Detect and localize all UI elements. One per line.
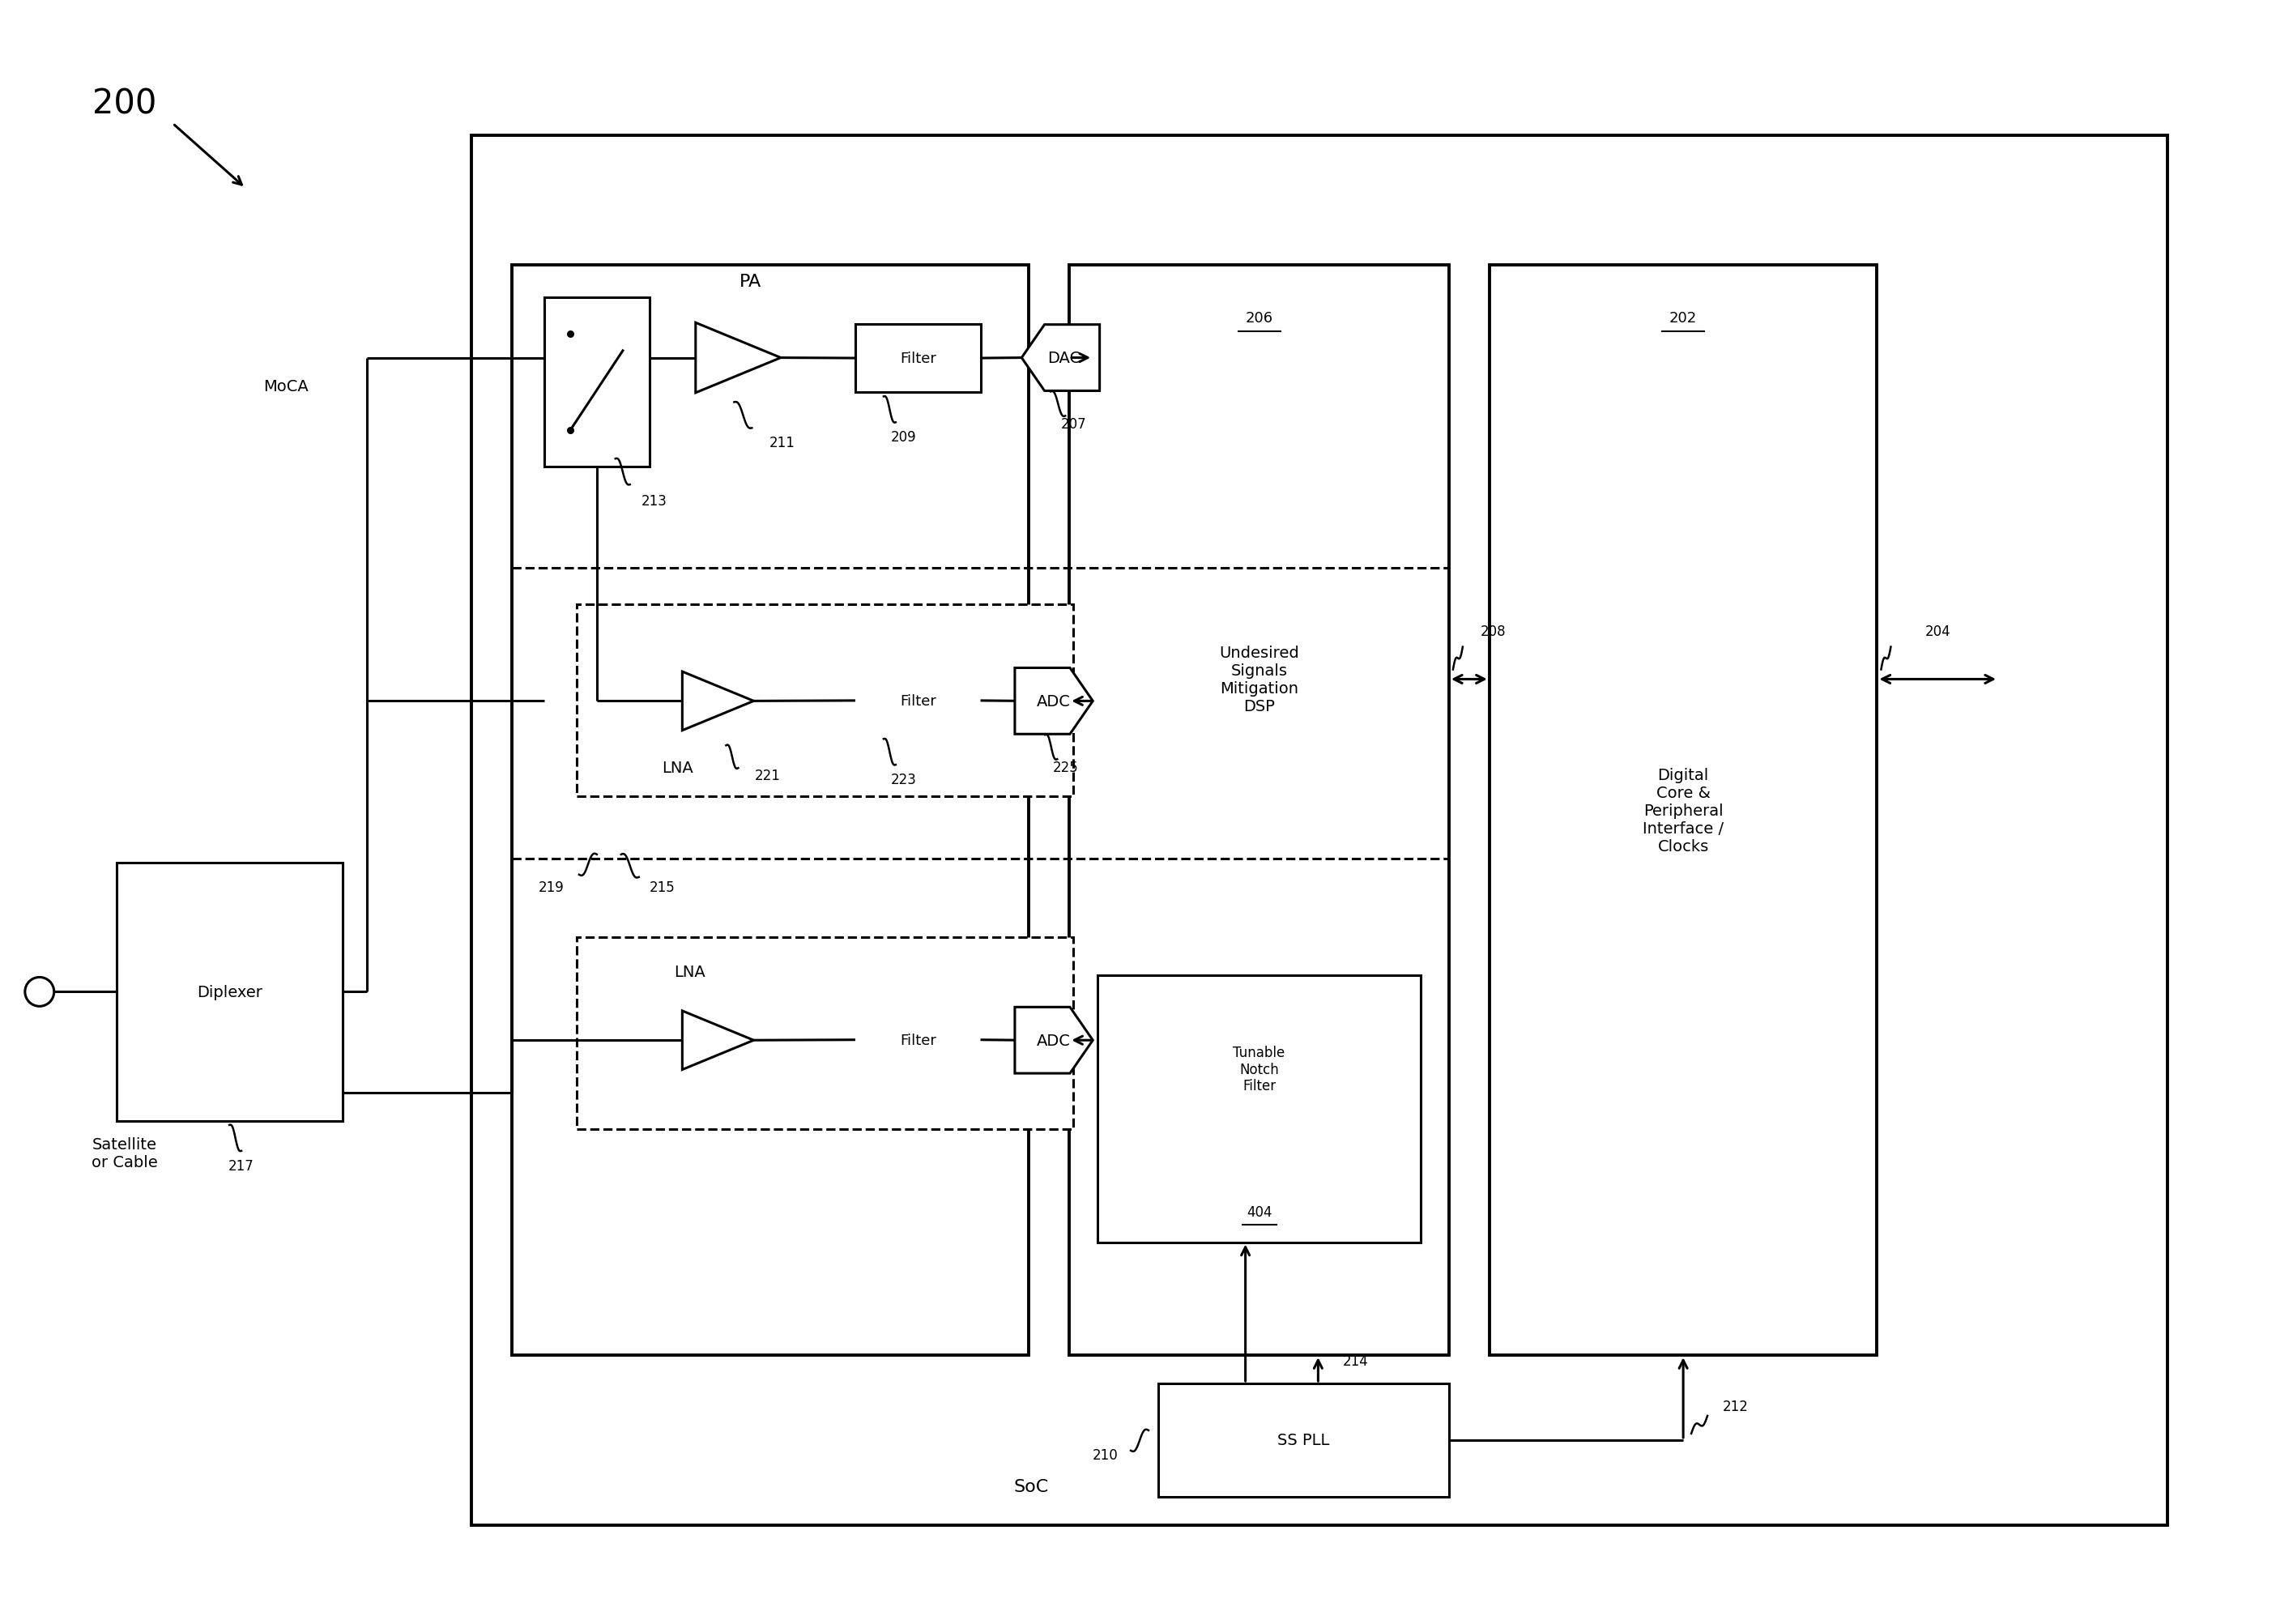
Text: ADC: ADC: [1036, 1033, 1070, 1047]
Text: Filter: Filter: [899, 351, 935, 365]
Text: Diplexer: Diplexer: [196, 984, 262, 1000]
Text: 221: 221: [753, 768, 781, 783]
Text: Filter: Filter: [899, 693, 935, 708]
Bar: [856, 667, 981, 736]
Text: 213: 213: [642, 494, 667, 508]
Text: 206: 206: [1245, 310, 1272, 325]
Text: LNA: LNA: [662, 760, 694, 775]
Text: 204: 204: [1925, 624, 1951, 638]
Bar: [512, 265, 1029, 1356]
Text: Tunable
Notch
Filter: Tunable Notch Filter: [1234, 1044, 1286, 1093]
Text: Undesired
Signals
Mitigation
DSP: Undesired Signals Mitigation DSP: [1220, 645, 1300, 715]
Text: 217: 217: [228, 1158, 255, 1173]
Text: LNA: LNA: [674, 965, 706, 979]
Text: ADC: ADC: [1036, 693, 1070, 710]
Text: 223: 223: [890, 773, 917, 788]
Polygon shape: [1015, 669, 1092, 734]
Text: 210: 210: [1092, 1447, 1118, 1462]
Text: SoC: SoC: [1013, 1478, 1049, 1494]
Text: 212: 212: [1723, 1398, 1748, 1413]
Text: 404: 404: [1247, 1205, 1272, 1220]
Bar: [576, 937, 1074, 1129]
Text: 202: 202: [1668, 310, 1698, 325]
Text: 208: 208: [1482, 624, 1507, 638]
Bar: [1489, 265, 1878, 1356]
Text: DAC: DAC: [1047, 351, 1081, 365]
Polygon shape: [1015, 1007, 1092, 1073]
Bar: [471, 136, 2167, 1525]
Text: Satellite
or Cable: Satellite or Cable: [91, 1137, 157, 1171]
Bar: [576, 604, 1074, 797]
Text: 219: 219: [539, 880, 564, 895]
Bar: [116, 862, 341, 1121]
Bar: [1097, 976, 1420, 1242]
Text: Filter: Filter: [899, 1033, 935, 1047]
Polygon shape: [683, 1012, 753, 1070]
Text: PA: PA: [740, 273, 762, 289]
Text: 207: 207: [1061, 417, 1086, 432]
Text: SS PLL: SS PLL: [1277, 1432, 1329, 1447]
Text: 211: 211: [769, 435, 794, 450]
Text: Digital
Core &
Peripheral
Interface /
Clocks: Digital Core & Peripheral Interface / Cl…: [1643, 767, 1723, 854]
Polygon shape: [1022, 325, 1099, 391]
Bar: [1158, 1384, 1450, 1497]
Text: 225: 225: [1052, 760, 1079, 775]
Bar: [856, 325, 981, 393]
Text: MoCA: MoCA: [264, 378, 310, 395]
Text: 209: 209: [890, 430, 917, 445]
Bar: [856, 1005, 981, 1075]
Polygon shape: [696, 323, 781, 393]
Text: 200: 200: [91, 88, 157, 120]
Bar: [1070, 265, 1450, 1356]
Text: 214: 214: [1343, 1354, 1368, 1369]
Polygon shape: [683, 672, 753, 731]
Bar: [544, 297, 649, 468]
Text: 215: 215: [649, 880, 676, 895]
